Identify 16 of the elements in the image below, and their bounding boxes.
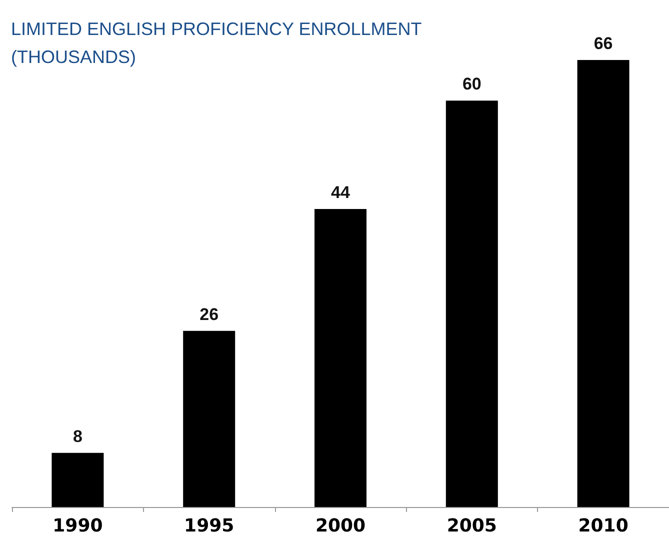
bar xyxy=(52,452,104,507)
x-tick-label: 1995 xyxy=(184,516,234,536)
data-label: 8 xyxy=(72,426,82,446)
bar xyxy=(314,209,366,507)
x-tick-label: 2000 xyxy=(315,516,366,536)
bar xyxy=(183,330,236,507)
x-tick-label: 1990 xyxy=(52,516,103,536)
bar xyxy=(577,60,630,507)
data-label: 26 xyxy=(200,304,219,324)
x-tick-label: 2005 xyxy=(446,516,497,536)
bar xyxy=(446,100,498,507)
x-tick-label: 2010 xyxy=(578,516,628,536)
data-label: 60 xyxy=(462,74,482,94)
chart-title: LIMITED ENGLISH PROFICIENCY ENROLLMENT (THOUSANDS) xyxy=(11,19,426,67)
data-label: 44 xyxy=(331,183,350,202)
data-label: 66 xyxy=(594,34,613,53)
